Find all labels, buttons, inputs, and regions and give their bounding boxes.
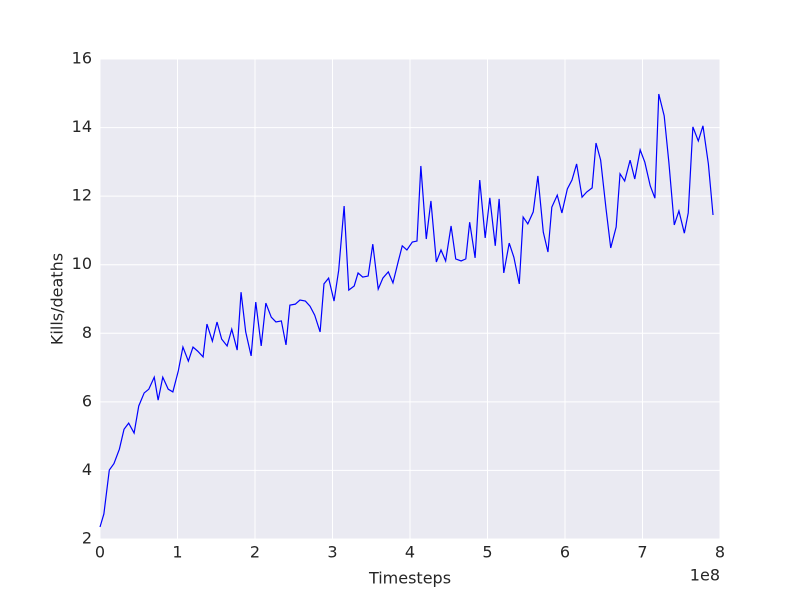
x-tick-label: 5 (482, 543, 492, 562)
y-tick-label: 8 (82, 323, 92, 342)
data-line (99, 93, 714, 528)
y-tick-label: 4 (82, 460, 92, 479)
y-axis-label: Kills/deaths (48, 253, 67, 345)
y-tick-label: 12 (72, 186, 92, 205)
x-tick-label: 3 (327, 543, 337, 562)
y-tick-label: 16 (72, 49, 92, 68)
y-tick-label: 14 (72, 117, 92, 136)
y-tick-label: 2 (82, 529, 92, 548)
x-tick-label: 6 (560, 543, 570, 562)
x-tick-label: 2 (250, 543, 260, 562)
x-axis-label: Timesteps (368, 569, 451, 588)
x-tick-label: 7 (637, 543, 647, 562)
x-tick-label: 4 (405, 543, 415, 562)
x-tick-label: 8 (715, 543, 725, 562)
y-tick-label: 6 (82, 391, 92, 410)
y-tick-label: 10 (72, 254, 92, 273)
x-tick-label: 1 (172, 543, 182, 562)
x-tick-label: 0 (95, 543, 105, 562)
x-offset-label: 1e8 (690, 566, 720, 585)
